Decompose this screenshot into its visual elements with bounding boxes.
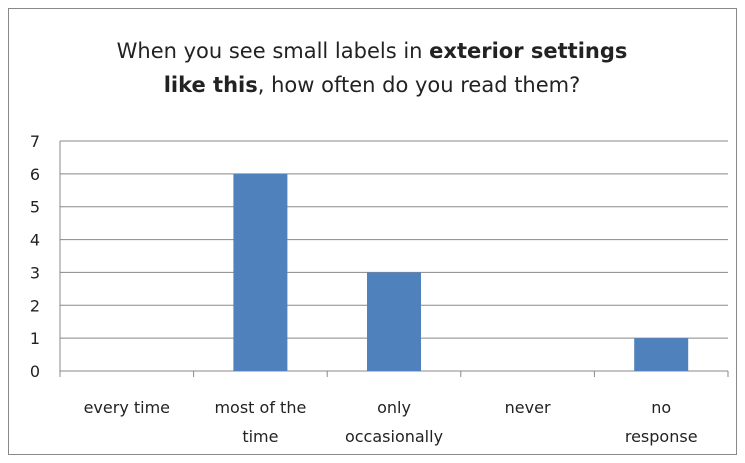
chart-title: When you see small labels in exterior se… bbox=[117, 39, 628, 63]
x-tick-label: never bbox=[505, 398, 551, 417]
bar bbox=[233, 173, 288, 371]
x-tick-label: no bbox=[651, 398, 671, 417]
title-segment: , how often do you read them? bbox=[258, 73, 581, 97]
y-tick-label: 7 bbox=[30, 132, 40, 151]
title-segment: like this bbox=[164, 73, 258, 97]
x-tick-label: response bbox=[625, 427, 698, 446]
chart-frame bbox=[8, 8, 737, 455]
title-segment: When you see small labels in bbox=[117, 39, 430, 63]
y-tick-label: 1 bbox=[30, 329, 40, 348]
x-tick-label: most of the bbox=[214, 398, 306, 417]
chart-title: like this, how often do you read them? bbox=[164, 73, 581, 97]
y-tick-label: 2 bbox=[30, 296, 40, 315]
y-tick-label: 4 bbox=[30, 231, 40, 250]
bar bbox=[367, 272, 421, 371]
x-tick-label: time bbox=[242, 427, 278, 446]
x-tick-label: only bbox=[377, 398, 411, 417]
y-tick-label: 0 bbox=[30, 362, 40, 381]
y-tick-label: 5 bbox=[30, 198, 40, 217]
x-tick-label: occasionally bbox=[345, 427, 443, 446]
title-segment: exterior settings bbox=[429, 39, 627, 63]
y-tick-label: 3 bbox=[30, 263, 40, 282]
y-tick-label: 6 bbox=[30, 165, 40, 184]
bar bbox=[634, 338, 689, 371]
x-tick-label: every time bbox=[84, 398, 170, 417]
